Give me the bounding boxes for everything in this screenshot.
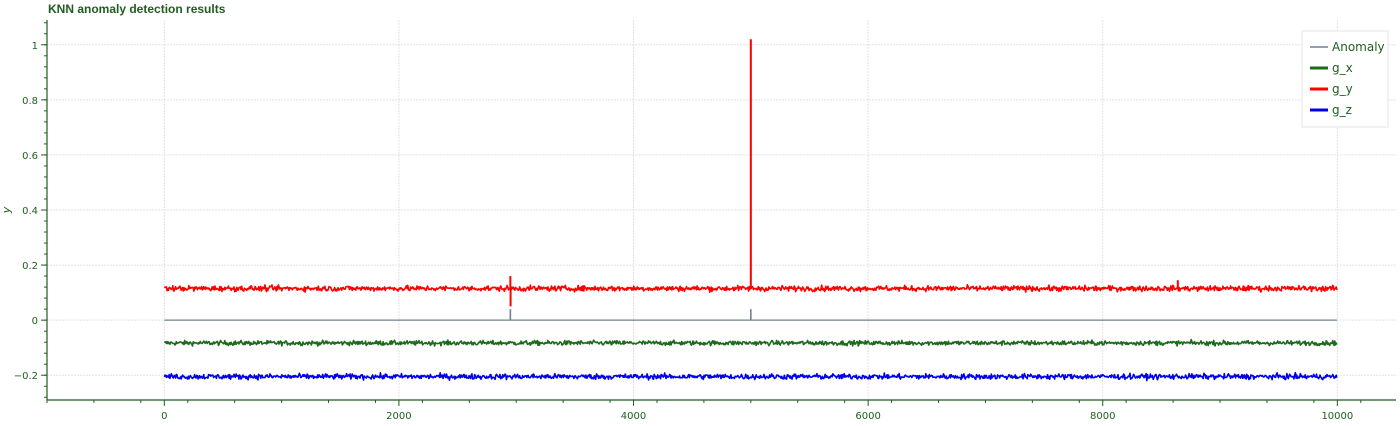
- y-tick-label: 0: [32, 316, 38, 327]
- y-tick-label: 0.2: [22, 261, 38, 272]
- series-line-g_z: [163, 371, 1338, 382]
- legend-label-Anomaly[interactable]: Anomaly: [1332, 40, 1385, 54]
- y-tick-label: 1: [32, 41, 38, 52]
- y-tick-label: 0.4: [22, 206, 38, 217]
- y-tick-label: 0.6: [22, 151, 38, 162]
- x-tick-label: 8000: [1090, 411, 1115, 422]
- x-tick-label: 4000: [621, 411, 646, 422]
- legend-label-g_x[interactable]: g_x: [1332, 61, 1353, 75]
- series-line-g_x: [163, 338, 1338, 347]
- x-tick-label: 2000: [386, 411, 411, 422]
- axes: 0 2000 4000 6000 8000 10000 −0.2 0 0.2 0.4 0.6 0.8 1: [14, 20, 1396, 422]
- y-tick-label: −0.2: [14, 371, 38, 382]
- x-tick-label: 0: [161, 411, 167, 422]
- x-tick-label: 6000: [855, 411, 880, 422]
- chart-title: KNN anomaly detection results: [48, 2, 226, 16]
- x-tick-label: 10000: [1321, 411, 1353, 422]
- grid: [47, 20, 1396, 400]
- legend-label-g_y[interactable]: g_y: [1332, 82, 1353, 96]
- legend: Anomaly g_x g_y g_z: [1301, 30, 1389, 128]
- series-layer: [163, 39, 1338, 382]
- y-tick-label: 0.8: [22, 96, 38, 107]
- legend-label-g_z[interactable]: g_z: [1332, 103, 1352, 117]
- y-axis-label: y: [0, 206, 13, 214]
